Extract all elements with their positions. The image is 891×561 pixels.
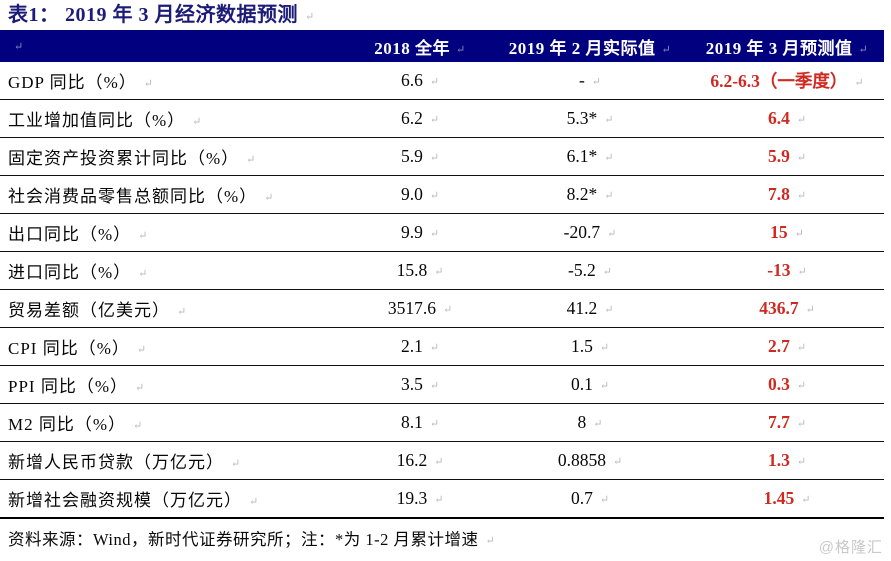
table-row: PPI 同比（%）3.50.10.3 (0, 365, 884, 404)
value-feb-2019-actual: 8 (490, 403, 690, 442)
value-mar-2019-forecast: 1.45 (690, 479, 884, 519)
value-feb-2019-actual: 0.1 (490, 365, 690, 404)
table-row: 新增人民币贷款（万亿元）16.20.88581.3 (0, 441, 884, 480)
header-mar-2019-forecast: 2019 年 3 月预测值 (690, 30, 884, 62)
row-label: 新增人民币贷款（万亿元） (0, 441, 350, 480)
value-mar-2019-forecast: 2.7 (690, 327, 884, 366)
row-label: 出口同比（%） (0, 213, 350, 252)
value-mar-2019-forecast: 5.9 (690, 137, 884, 176)
value-2018-full-year: 6.6 (350, 62, 490, 100)
value-mar-2019-forecast: -13 (690, 251, 884, 290)
row-label: GDP 同比（%） (0, 62, 350, 100)
table-row: 出口同比（%）9.9-20.715 (0, 213, 884, 252)
value-feb-2019-actual: 6.1* (490, 137, 690, 176)
value-mar-2019-forecast: 7.8 (690, 175, 884, 214)
table-row: 贸易差额（亿美元）3517.641.2436.7 (0, 289, 884, 328)
table-row: 社会消费品零售总额同比（%）9.08.2*7.8 (0, 175, 884, 214)
table-row: 固定资产投资累计同比（%）5.96.1*5.9 (0, 137, 884, 176)
value-mar-2019-forecast: 436.7 (690, 289, 884, 328)
table-header: 2018 全年 2019 年 2 月实际值 2019 年 3 月预测值 (0, 30, 884, 62)
value-mar-2019-forecast: 7.7 (690, 403, 884, 442)
header-row: 2018 全年 2019 年 2 月实际值 2019 年 3 月预测值 (0, 30, 884, 62)
header-indicator (0, 30, 350, 62)
watermark: @格隆汇 (818, 539, 883, 556)
row-label: PPI 同比（%） (0, 365, 350, 404)
table-row: 进口同比（%）15.8-5.2-13 (0, 251, 884, 290)
value-2018-full-year: 6.2 (350, 99, 490, 138)
table-title: 表1： 2019 年 3 月经济数据预测 (0, 0, 891, 30)
table-body: GDP 同比（%）6.6-6.2-6.3（一季度）工业增加值同比（%）6.25.… (0, 62, 884, 519)
value-feb-2019-actual: 8.2* (490, 175, 690, 214)
value-feb-2019-actual: - (490, 62, 690, 100)
value-feb-2019-actual: -5.2 (490, 251, 690, 290)
row-label: 进口同比（%） (0, 251, 350, 290)
row-label: 贸易差额（亿美元） (0, 289, 350, 328)
row-label: 社会消费品零售总额同比（%） (0, 175, 350, 214)
value-mar-2019-forecast: 1.3 (690, 441, 884, 480)
row-label: 工业增加值同比（%） (0, 99, 350, 138)
row-label: M2 同比（%） (0, 403, 350, 442)
value-2018-full-year: 9.0 (350, 175, 490, 214)
table-row: CPI 同比（%）2.11.52.7 (0, 327, 884, 366)
header-2018-full-year: 2018 全年 (350, 30, 490, 62)
value-mar-2019-forecast: 15 (690, 213, 884, 252)
value-feb-2019-actual: -20.7 (490, 213, 690, 252)
value-2018-full-year: 16.2 (350, 441, 490, 480)
header-feb-2019-actual: 2019 年 2 月实际值 (490, 30, 690, 62)
value-2018-full-year: 19.3 (350, 479, 490, 519)
table-row: M2 同比（%）8.187.7 (0, 403, 884, 442)
value-2018-full-year: 9.9 (350, 213, 490, 252)
table-row: 新增社会融资规模（万亿元）19.30.71.45 (0, 479, 884, 519)
source-note: 资料来源：Wind，新时代证券研究所；注：*为 1-2 月累计增速 (0, 526, 891, 550)
table-row: GDP 同比（%）6.6-6.2-6.3（一季度） (0, 62, 884, 100)
value-2018-full-year: 8.1 (350, 403, 490, 442)
value-mar-2019-forecast: 6.2-6.3（一季度） (690, 62, 884, 100)
value-feb-2019-actual: 41.2 (490, 289, 690, 328)
value-mar-2019-forecast: 0.3 (690, 365, 884, 404)
forecast-table: 2018 全年 2019 年 2 月实际值 2019 年 3 月预测值 GDP … (0, 30, 884, 519)
value-2018-full-year: 15.8 (350, 251, 490, 290)
value-mar-2019-forecast: 6.4 (690, 99, 884, 138)
value-feb-2019-actual: 0.8858 (490, 441, 690, 480)
value-2018-full-year: 3.5 (350, 365, 490, 404)
value-2018-full-year: 5.9 (350, 137, 490, 176)
row-label: CPI 同比（%） (0, 327, 350, 366)
value-feb-2019-actual: 0.7 (490, 479, 690, 519)
value-2018-full-year: 3517.6 (350, 289, 490, 328)
value-feb-2019-actual: 1.5 (490, 327, 690, 366)
table-row: 工业增加值同比（%）6.25.3*6.4 (0, 99, 884, 138)
value-2018-full-year: 2.1 (350, 327, 490, 366)
row-label: 新增社会融资规模（万亿元） (0, 479, 350, 519)
value-feb-2019-actual: 5.3* (490, 99, 690, 138)
row-label: 固定资产投资累计同比（%） (0, 137, 350, 176)
